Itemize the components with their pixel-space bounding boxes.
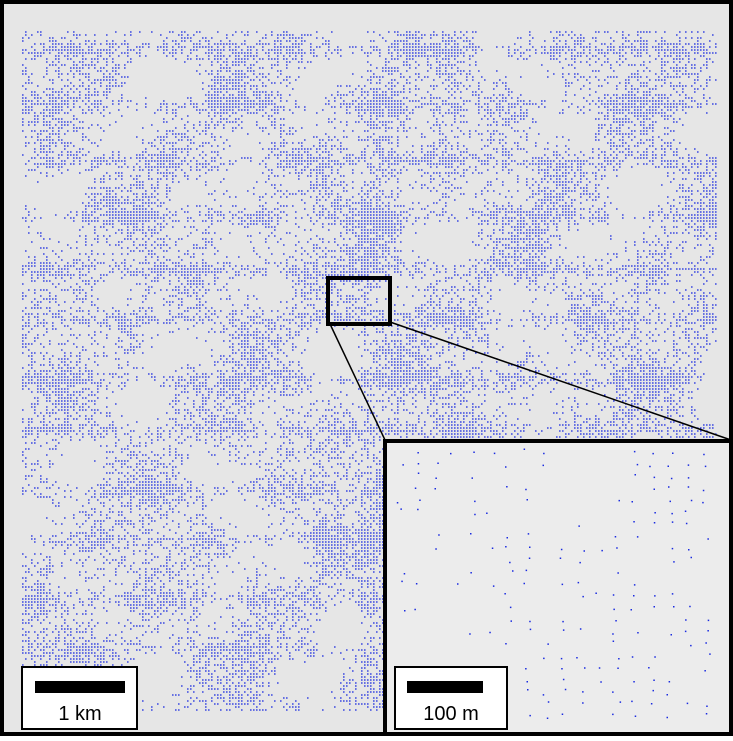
scale-bar: 1 km	[21, 666, 138, 730]
connector-line	[389, 321, 732, 441]
scale-bar-box	[21, 666, 138, 730]
scale-bar-box	[394, 666, 508, 730]
inset-scale-bar: 100 m	[394, 666, 508, 730]
point-cloud	[22, 31, 717, 711]
inset-point-cloud	[396, 448, 711, 719]
connector-line	[329, 323, 386, 441]
zoom-box	[326, 276, 392, 326]
point-cloud-layer	[22, 31, 717, 711]
inset-point-layer	[396, 448, 711, 719]
scale-bar-label: 1 km	[58, 703, 101, 725]
scale-bar-label: 100 m	[423, 703, 479, 725]
scale-bar-line	[407, 681, 483, 693]
scale-bar-line	[35, 681, 125, 693]
